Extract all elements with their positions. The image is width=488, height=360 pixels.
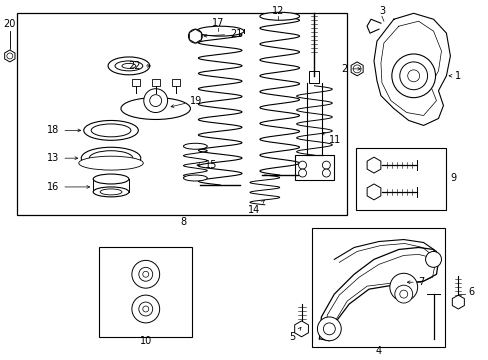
Circle shape [369,188,377,196]
Text: 22: 22 [128,61,150,71]
Ellipse shape [79,156,143,170]
Ellipse shape [259,12,299,20]
Bar [132,79,140,86]
Text: 4: 4 [375,346,381,356]
Circle shape [142,271,148,277]
Circle shape [322,161,330,169]
Circle shape [369,161,377,169]
Text: 19: 19 [171,96,202,107]
Circle shape [322,169,330,177]
Text: 20: 20 [3,19,15,29]
Text: 15: 15 [197,160,217,170]
Circle shape [132,295,160,323]
Ellipse shape [83,121,138,140]
Text: 6: 6 [468,287,473,297]
Ellipse shape [183,143,207,149]
Ellipse shape [121,98,190,120]
Ellipse shape [115,61,142,71]
Text: 16: 16 [47,182,89,192]
Text: 21: 21 [203,29,242,39]
Bar [99,247,192,337]
Ellipse shape [108,57,149,75]
Text: 8: 8 [180,217,186,227]
Bar [355,148,446,210]
Ellipse shape [183,175,207,181]
Circle shape [192,33,198,39]
Circle shape [323,323,335,335]
Circle shape [139,267,152,281]
Bar [309,71,319,83]
Ellipse shape [81,147,141,169]
Circle shape [317,317,341,341]
Circle shape [139,302,152,316]
Text: 18: 18 [47,125,81,135]
Ellipse shape [122,63,136,68]
Text: 2: 2 [340,64,360,74]
Circle shape [7,53,13,59]
Circle shape [399,290,407,298]
Text: 7: 7 [407,277,424,287]
Circle shape [352,65,360,73]
Ellipse shape [93,187,129,197]
Text: 17: 17 [212,18,224,28]
Text: 9: 9 [449,173,456,183]
Circle shape [149,95,162,107]
Text: 5: 5 [289,328,301,342]
Text: 12: 12 [271,6,284,16]
Text: 3: 3 [378,6,384,16]
Ellipse shape [93,174,129,184]
Bar [294,155,334,180]
Circle shape [132,260,160,288]
Circle shape [407,70,419,82]
Text: 10: 10 [140,336,152,346]
Ellipse shape [91,124,131,137]
Circle shape [391,54,435,98]
Text: 14: 14 [247,200,264,215]
Text: 11: 11 [322,132,341,145]
Circle shape [188,29,202,43]
Text: 1: 1 [448,71,461,81]
Bar [17,13,346,215]
Ellipse shape [196,26,244,36]
Ellipse shape [100,189,122,195]
Bar [312,228,445,347]
Circle shape [142,306,148,312]
Bar [171,79,179,86]
Circle shape [143,89,167,113]
Circle shape [389,273,417,301]
Bar [151,79,160,86]
Circle shape [298,161,306,169]
Circle shape [425,251,441,267]
Ellipse shape [89,151,133,166]
Circle shape [298,169,306,177]
Circle shape [399,62,427,90]
Text: 13: 13 [47,153,78,163]
Circle shape [394,285,412,303]
